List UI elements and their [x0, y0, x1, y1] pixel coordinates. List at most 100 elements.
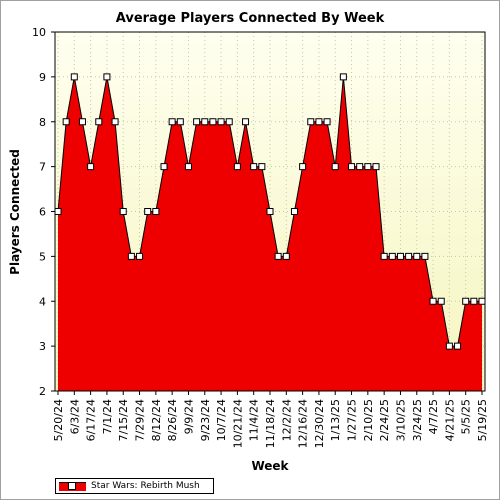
x-tick-label: 7/15/24	[117, 399, 130, 441]
x-tick-label: 11/4/24	[248, 399, 261, 441]
x-tick-label: 9/23/24	[199, 399, 212, 441]
data-point	[193, 118, 201, 126]
series-markers	[54, 73, 486, 350]
data-point	[454, 342, 462, 350]
data-point	[209, 118, 217, 126]
data-point	[217, 118, 225, 126]
x-tick-label: 5/20/24	[52, 399, 65, 441]
y-tick-label: 5	[39, 250, 46, 263]
data-point	[87, 163, 95, 171]
data-point	[250, 163, 258, 171]
data-point	[225, 118, 233, 126]
x-tick-label: 5/19/25	[476, 399, 489, 441]
data-point	[266, 208, 274, 215]
data-point	[356, 163, 364, 171]
data-point	[144, 208, 152, 215]
data-point	[405, 252, 413, 260]
y-axis-title: Players Connected	[8, 149, 22, 275]
data-point	[413, 252, 421, 260]
x-tick-label: 10/21/24	[231, 399, 244, 448]
data-point	[242, 118, 250, 126]
data-point	[54, 208, 62, 215]
x-tick-label: 6/3/24	[68, 399, 81, 434]
y-tick-label: 10	[32, 26, 46, 39]
data-point	[176, 118, 184, 126]
x-tick-label: 12/2/24	[280, 399, 293, 441]
x-tick-label: 4/21/25	[443, 399, 456, 441]
data-point	[307, 118, 315, 126]
x-tick-label: 3/24/25	[411, 399, 424, 441]
data-point	[348, 163, 356, 171]
data-point	[315, 118, 323, 126]
data-point	[62, 118, 70, 126]
x-axis-ticks: 5/20/24 6/3/24 6/17/24 7/1/24 7/15/24 7/29/24…	[52, 391, 489, 448]
x-tick-label: 6/17/24	[85, 399, 98, 441]
x-tick-label: 8/12/24	[150, 399, 163, 441]
data-point	[421, 252, 429, 260]
y-tick-label: 7	[39, 161, 46, 174]
y-tick-label: 9	[39, 71, 46, 84]
data-point	[152, 208, 160, 215]
x-tick-label: 9/9/24	[182, 399, 195, 434]
x-tick-label: 12/16/24	[297, 399, 310, 448]
x-tick-label: 12/30/24	[313, 399, 326, 448]
data-point	[437, 297, 445, 305]
data-point	[372, 163, 380, 171]
data-point	[103, 73, 111, 81]
y-axis-ticks: 2 3 4 5 6 7 8 9 10	[32, 26, 55, 398]
data-point	[127, 252, 135, 260]
legend-marker	[68, 482, 76, 490]
legend: Star Wars: Rebirth Mush	[55, 478, 214, 494]
x-tick-label: 7/29/24	[134, 399, 147, 441]
data-point	[136, 252, 144, 260]
data-point	[111, 118, 119, 126]
x-tick-label: 5/5/25	[460, 399, 473, 434]
chart-title: Average Players Connected By Week	[116, 11, 385, 26]
y-tick-label: 8	[39, 116, 46, 129]
x-axis-title: Week	[251, 459, 289, 473]
data-point	[184, 163, 192, 171]
data-point	[339, 73, 347, 81]
x-tick-label: 2/10/25	[362, 399, 375, 441]
data-point	[282, 252, 290, 260]
x-tick-label: 1/13/25	[329, 399, 342, 441]
data-point	[274, 252, 282, 260]
x-tick-label: 10/7/24	[215, 399, 228, 441]
data-point	[462, 297, 470, 305]
x-tick-label: 1/27/25	[346, 399, 359, 441]
data-point	[78, 118, 86, 126]
data-point	[380, 252, 388, 260]
data-point	[70, 73, 78, 81]
x-tick-label: 8/26/24	[166, 399, 179, 441]
data-point	[429, 297, 437, 305]
y-tick-label: 3	[39, 340, 46, 353]
data-point	[323, 118, 331, 126]
data-point	[95, 118, 103, 126]
data-point	[160, 163, 168, 171]
data-point	[119, 208, 127, 215]
x-tick-label: 3/10/25	[394, 399, 407, 441]
data-point	[233, 163, 241, 171]
x-tick-label: 7/1/24	[101, 399, 114, 434]
data-point	[396, 252, 404, 260]
y-tick-label: 6	[39, 206, 46, 219]
data-point	[388, 252, 396, 260]
y-tick-label: 2	[39, 385, 46, 398]
series-area-fill	[58, 76, 482, 391]
data-point	[299, 163, 307, 171]
x-tick-label: 4/7/25	[427, 399, 440, 434]
data-point	[331, 163, 339, 171]
data-point	[470, 297, 478, 305]
data-point	[201, 118, 209, 126]
y-tick-label: 4	[39, 295, 46, 308]
x-tick-label: 11/18/24	[264, 399, 277, 448]
data-point	[478, 297, 486, 305]
data-point	[445, 342, 453, 350]
legend-label: Star Wars: Rebirth Mush	[91, 481, 200, 491]
x-tick-label: 2/24/25	[378, 399, 391, 441]
data-point	[168, 118, 176, 126]
data-point	[364, 163, 372, 171]
data-point	[290, 208, 298, 215]
data-point	[258, 163, 266, 171]
